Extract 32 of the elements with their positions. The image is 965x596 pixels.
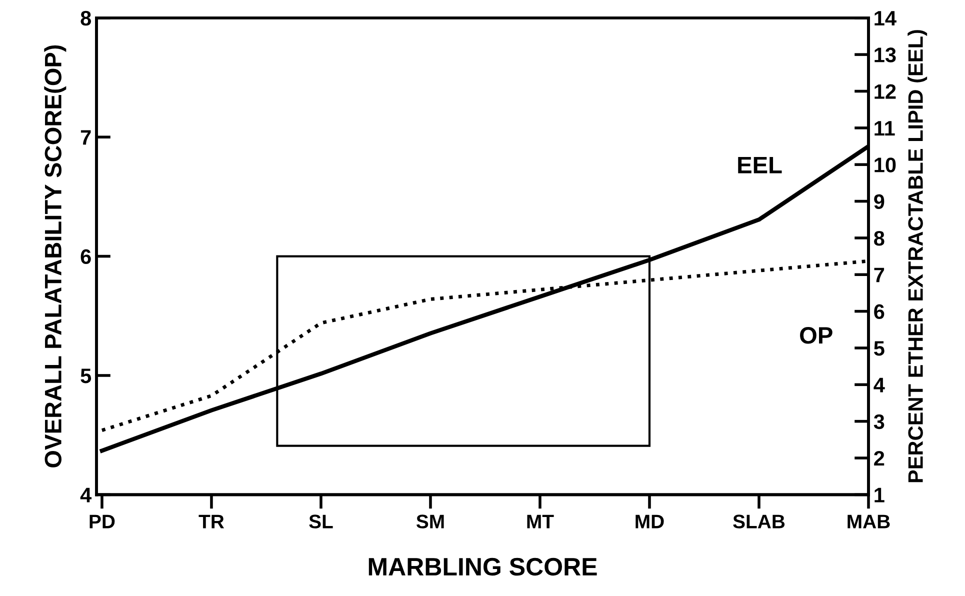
y2-tick-label: 1	[874, 488, 884, 502]
x-tick-label: SL	[309, 514, 333, 528]
y2-tick-label: 5	[874, 341, 884, 356]
y2-tick-label: 3	[874, 414, 884, 430]
y2-tick-label: 13	[874, 48, 896, 62]
y-tick-label: 8	[80, 10, 91, 26]
y2-tick-label: 7	[874, 268, 884, 282]
y-tick-label: 6	[80, 249, 91, 264]
y-tick-label: 4	[80, 488, 92, 502]
y-tick-label: 7	[80, 130, 91, 145]
text: OP	[800, 327, 832, 344]
y2-tick-label: 8	[874, 230, 884, 246]
x-tick-label: MAB	[848, 514, 890, 528]
y2-tick-label: 12	[874, 84, 896, 99]
x-tick-label: MD	[636, 514, 664, 528]
y2-tick-label: 11	[874, 121, 895, 136]
x-tick-label: MT	[527, 514, 554, 528]
y2-tick-label: 2	[874, 451, 884, 466]
y2-tick-label: 4	[874, 378, 885, 392]
y2-tick-label: 6	[874, 304, 884, 320]
x-tick-label: TR	[198, 514, 224, 528]
series-label: EEL	[738, 156, 782, 174]
x-tick-label: SM	[416, 514, 444, 528]
y2-axis-title: PERCENT ETHER EXTRACTABLE LIPID (EEL)	[908, 30, 928, 482]
y2-tick-label: 14	[874, 11, 896, 26]
y2-tick-label: 10	[874, 158, 896, 172]
x-axis-title: MARBLING SCORE	[368, 558, 597, 576]
x-tick-label: SLAB	[733, 514, 785, 528]
y-axis-title: OVERALL PALATABILITY SCORE(OP)	[44, 45, 66, 468]
y-tick-label: 5	[80, 368, 92, 384]
x-tick-label: PD	[90, 514, 115, 528]
y2-tick-label: 9	[874, 194, 884, 210]
